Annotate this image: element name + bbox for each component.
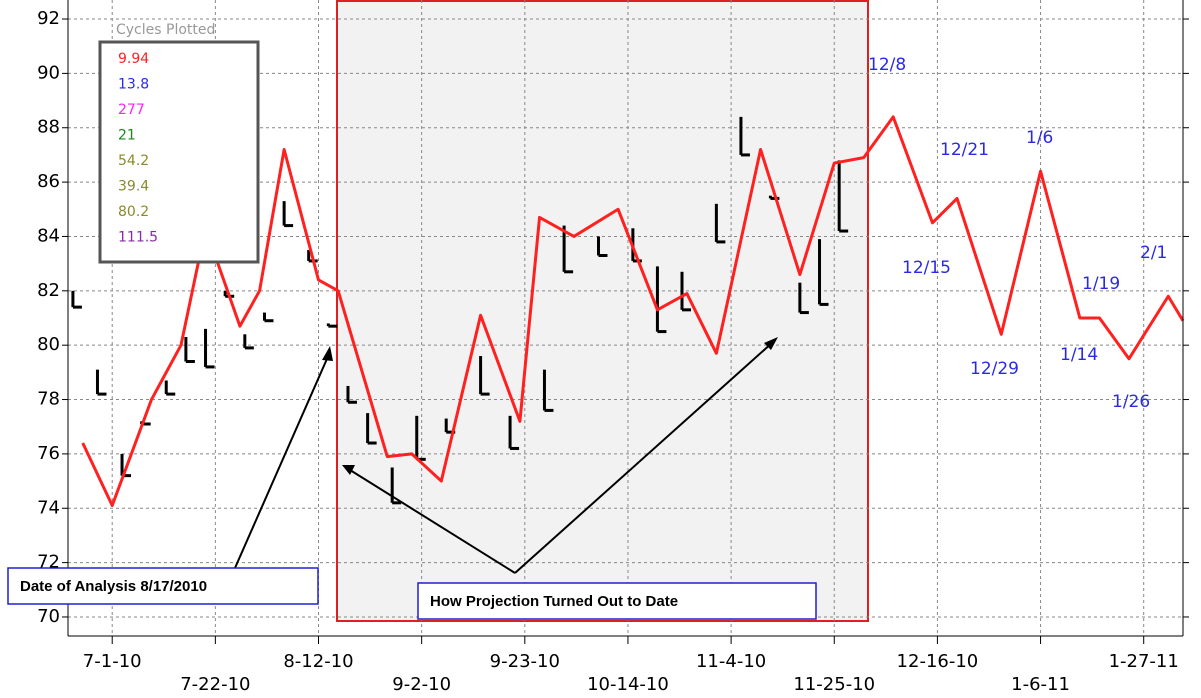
annotation: 12/8	[868, 55, 906, 75]
legend-title: Cycles Plotted	[116, 22, 215, 38]
y-tick-label: 80	[37, 334, 60, 355]
y-tick-label: 92	[37, 8, 60, 29]
arrowhead	[322, 346, 333, 361]
callouts: Date of Analysis 8/17/2010 How Projectio…	[7, 337, 817, 620]
legend-entry: 80.2	[118, 204, 149, 220]
y-tick-label: 86	[37, 171, 60, 192]
arrow	[234, 351, 331, 569]
y-tick-label: 70	[37, 606, 60, 627]
x-tick-label: 10-14-10	[587, 674, 669, 695]
projection-line	[81, 115, 1185, 508]
y-tick-label: 72	[37, 552, 60, 573]
arrowhead	[764, 337, 778, 350]
x-tick-label: 11-4-10	[696, 651, 766, 672]
annotation: 12/21	[940, 140, 989, 160]
projection-region	[336, 0, 869, 622]
legend-entry: 111.5	[118, 230, 158, 246]
annotation: 12/15	[902, 258, 951, 278]
callout-text: How Projection Turned Out to Date	[430, 593, 678, 610]
annotation: 1/19	[1082, 274, 1120, 294]
callout-box	[417, 582, 817, 620]
annotation: 2/1	[1140, 243, 1167, 263]
arrow	[514, 341, 774, 574]
x-tick-label: 7-1-10	[83, 651, 142, 672]
x-tick-label: 7-22-10	[180, 674, 250, 695]
x-tick-label: 9-23-10	[490, 651, 560, 672]
y-tick-label: 88	[37, 117, 60, 138]
legend: Cycles Plotted	[98, 22, 260, 264]
x-tick-label: 9-2-10	[392, 674, 451, 695]
legend-items: 9.94 13.8 277 21 54.2 39.4 80.2 111.5	[118, 51, 158, 246]
annotation: 12/29	[970, 359, 1019, 379]
y-tick-label: 76	[37, 443, 60, 464]
arrowhead	[342, 465, 355, 475]
plot	[71, 115, 1185, 508]
legend-entry: 13.8	[118, 77, 149, 93]
grid	[62, 0, 1189, 644]
y-tick-label: 74	[37, 497, 60, 518]
annotation: 1/6	[1026, 128, 1053, 148]
y-tick-label: 82	[37, 280, 60, 301]
callout-text: Date of Analysis 8/17/2010	[20, 578, 207, 595]
legend-entry: 54.2	[118, 153, 149, 169]
legend-entry: 277	[118, 102, 145, 118]
y-tick-label: 90	[37, 62, 60, 83]
x-tick-label: 12-16-10	[897, 651, 979, 672]
x-tick-label: 1-6-11	[1011, 674, 1070, 695]
callout-box	[7, 567, 319, 605]
legend-box	[98, 40, 260, 264]
arrow	[349, 469, 516, 574]
y-tick-label: 84	[37, 225, 60, 246]
annotation: 1/26	[1112, 392, 1150, 412]
x-tick-label: 11-25-10	[793, 674, 875, 695]
legend-entry: 9.94	[118, 51, 149, 67]
annotation: 1/14	[1060, 345, 1098, 365]
x-tick-label: 1-27-11	[1109, 651, 1179, 672]
y-tick-label: 78	[37, 389, 60, 410]
x-tick-label: 8-12-10	[283, 651, 353, 672]
legend-entry: 21	[118, 128, 136, 144]
legend-entry: 39.4	[118, 179, 149, 195]
